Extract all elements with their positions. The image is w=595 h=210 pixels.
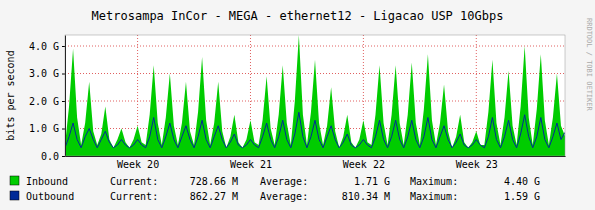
- y-tick-label: 0.0: [41, 151, 59, 162]
- title: Metrosampa InCor - MEGA - ethernet12 - L…: [92, 9, 504, 23]
- y-tick-mark: [62, 101, 65, 102]
- legend-stat-name: Current:: [110, 176, 158, 187]
- legend-stat-value: 728.66 M: [190, 176, 238, 187]
- x-tick-label: Week 23: [456, 159, 498, 170]
- x-tick-label: Week 21: [230, 159, 272, 170]
- legend-label: Inbound: [26, 176, 68, 187]
- y-tick-label: 2.0 G: [29, 96, 59, 107]
- x-tick: Week 20: [117, 156, 159, 170]
- y-tick-label: 3.0 G: [29, 68, 59, 79]
- y-tick: 1.0 G: [29, 123, 65, 134]
- x-tick-label: Week 22: [343, 159, 385, 170]
- legend-label: Outbound: [26, 191, 74, 202]
- y-tick-mark: [62, 74, 65, 75]
- x-tick: Week 23: [456, 156, 498, 170]
- plot-area: [65, 35, 565, 156]
- y-tick-mark: [62, 46, 65, 47]
- y-tick-label: 1.0 G: [29, 123, 59, 134]
- chart: 0.01.0 G2.0 G3.0 G4.0 GWeek 20Week 21Wee…: [0, 0, 595, 210]
- inbound-area: [65, 35, 565, 156]
- y-tick-label: 4.0 G: [29, 41, 59, 52]
- y-tick-mark: [62, 156, 65, 157]
- x-tick: Week 21: [230, 156, 272, 170]
- legend-swatch: [10, 176, 19, 185]
- legend-stat-name: Average:: [260, 191, 308, 202]
- legend-stat-value: 1.59 G: [504, 191, 540, 202]
- x-tick-label: Week 20: [117, 159, 159, 170]
- y-tick: 4.0 G: [29, 41, 65, 52]
- x-tick: Week 22: [343, 156, 385, 170]
- legend-stat-value: 4.40 G: [504, 176, 540, 187]
- outbound-line: [65, 112, 565, 147]
- y-tick: 0.0: [41, 151, 65, 162]
- y-axis-title: bits per second: [5, 50, 16, 140]
- plot-frame: [65, 35, 565, 156]
- marks: [65, 35, 565, 156]
- legend-stat-name: Maximum:: [410, 176, 458, 187]
- grid: [65, 35, 565, 156]
- y-tick-mark: [62, 129, 65, 130]
- legend: Inbound Current: 728.66 M Average: 1.71 G Max…: [10, 176, 540, 202]
- legend-stat-value: 1.71 G: [354, 176, 390, 187]
- legend-swatch: [10, 191, 19, 200]
- y-axis: 0.0 1.0 G 2.0 G 3.0 G 4.0 G: [29, 36, 66, 162]
- legend-stat-name: Average:: [260, 176, 308, 187]
- watermark: RRDTOOL / TOBI OETIKER: [585, 18, 593, 112]
- x-axis: Week 20 Week 21 Week 22 Week 23: [66, 156, 566, 170]
- legend-stat-name: Maximum:: [410, 191, 458, 202]
- legend-stat-value: 810.34 M: [342, 191, 390, 202]
- y-grid-line: [65, 46, 565, 47]
- y-tick: 3.0 G: [29, 68, 65, 79]
- legend-stat-value: 862.27 M: [190, 191, 238, 202]
- y-tick: 2.0 G: [29, 96, 65, 107]
- legend-stat-name: Current:: [110, 191, 158, 202]
- background: [0, 0, 595, 210]
